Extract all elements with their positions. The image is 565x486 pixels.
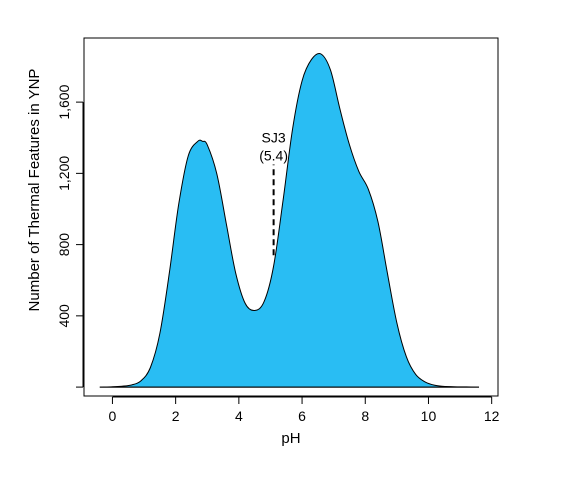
y-tick-label: 1,200 <box>56 156 72 191</box>
sj3-value-label: (5.4) <box>259 147 288 163</box>
x-tick-label: 0 <box>109 408 117 424</box>
y-axis-title: Number of Thermal Features in YNP <box>26 69 43 312</box>
x-tick-label: 2 <box>172 408 180 424</box>
y-tick-label: 400 <box>56 304 72 328</box>
x-tick-label: 8 <box>361 408 369 424</box>
x-tick-label: 6 <box>298 408 306 424</box>
sj3-label: SJ3 <box>262 129 286 145</box>
density-area <box>99 52 480 388</box>
x-axis-title: pH <box>281 430 300 447</box>
x-tick-label: 12 <box>484 408 500 424</box>
plot-frame <box>83 37 499 397</box>
y-axis: 400 800 1,200 1,600 <box>56 84 84 388</box>
x-tick-label: 4 <box>235 408 243 424</box>
x-tick-label: 10 <box>421 408 437 424</box>
x-axis: 0 2 4 6 8 10 12 <box>109 396 500 424</box>
y-tick-label: 800 <box>56 233 72 257</box>
y-tick-label: 1,600 <box>56 84 72 119</box>
